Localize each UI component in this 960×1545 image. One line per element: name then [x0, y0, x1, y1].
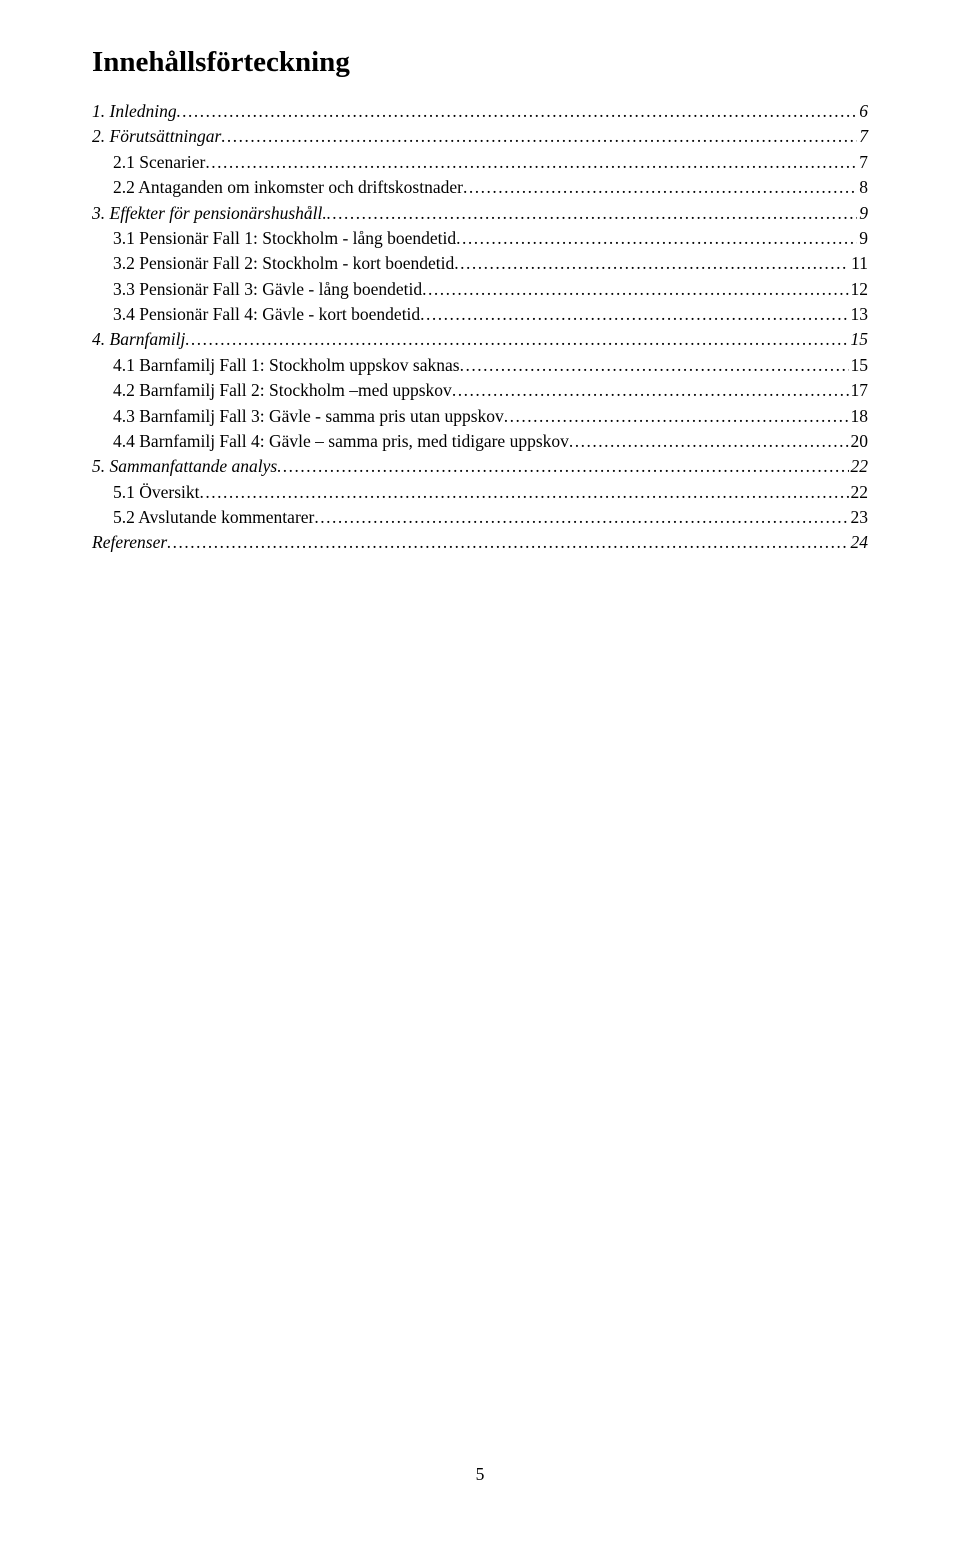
- toc-entry-page: 22: [849, 454, 869, 479]
- toc-entry: 3. Effekter för pensionärshushåll. 9: [92, 201, 868, 226]
- toc-leader-dots: [504, 404, 849, 429]
- toc-entry-page: 20: [849, 429, 869, 454]
- toc-entry-label: 3. Effekter för pensionärshushåll.: [92, 201, 327, 226]
- toc-leader-dots: [454, 251, 849, 276]
- toc-entry-page: 7: [857, 150, 868, 175]
- toc-entry-label: 5. Sammanfattande analys: [92, 454, 277, 479]
- toc-entry: 3.2 Pensionär Fall 2: Stockholm - kort b…: [92, 251, 868, 276]
- toc-leader-dots: [185, 327, 848, 352]
- toc-entry-label: 4.4 Barnfamilj Fall 4: Gävle – samma pri…: [113, 429, 569, 454]
- toc-entry-page: 17: [849, 378, 869, 403]
- toc-entry-page: 13: [849, 302, 869, 327]
- toc-leader-dots: [277, 454, 848, 479]
- toc-entry-label: 4.2 Barnfamilj Fall 2: Stockholm –med up…: [113, 378, 452, 403]
- toc-entry-label: 3.3 Pensionär Fall 3: Gävle - lång boend…: [113, 277, 422, 302]
- toc-entry: 4.1 Barnfamilj Fall 1: Stockholm uppskov…: [92, 353, 868, 378]
- toc-entry: 3.1 Pensionär Fall 1: Stockholm - lång b…: [92, 226, 868, 251]
- toc-entry-label: 5.2 Avslutande kommentarer: [113, 505, 314, 530]
- toc-leader-dots: [463, 175, 857, 200]
- toc-entry: Referenser 24: [92, 530, 868, 555]
- toc-entry: 5.1 Översikt 22: [92, 480, 868, 505]
- toc-entry-label: 2. Förutsättningar: [92, 124, 221, 149]
- toc-leader-dots: [167, 530, 848, 555]
- toc-leader-dots: [327, 201, 857, 226]
- toc-entry-page: 15: [849, 327, 869, 352]
- toc-entry-label: Referenser: [92, 530, 167, 555]
- toc-entry-page: 6: [857, 99, 868, 124]
- toc-entry-page: 18: [849, 404, 869, 429]
- toc-entry: 5. Sammanfattande analys 22: [92, 454, 868, 479]
- toc-entry: 5.2 Avslutande kommentarer 23: [92, 505, 868, 530]
- toc-entry: 4.2 Barnfamilj Fall 2: Stockholm –med up…: [92, 378, 868, 403]
- toc-entry-label: 5.1 Översikt: [113, 480, 200, 505]
- toc-entry-page: 22: [849, 480, 869, 505]
- toc-entry: 4.3 Barnfamilj Fall 3: Gävle - samma pri…: [92, 404, 868, 429]
- toc-entry-label: 4. Barnfamilj: [92, 327, 185, 352]
- toc-entry-page: 23: [849, 505, 869, 530]
- toc-entry-page: 11: [849, 251, 868, 276]
- toc-leader-dots: [420, 302, 848, 327]
- toc-entry-label: 4.1 Barnfamilj Fall 1: Stockholm uppskov…: [113, 353, 460, 378]
- toc-leader-dots: [177, 99, 858, 124]
- toc-entry-label: 2.1 Scenarier: [113, 150, 205, 175]
- toc-leader-dots: [422, 277, 848, 302]
- toc-leader-dots: [205, 150, 857, 175]
- toc-entry-page: 7: [857, 124, 868, 149]
- toc-leader-dots: [314, 505, 848, 530]
- document-page: Innehållsförteckning 1. Inledning62. För…: [0, 0, 960, 1545]
- toc-leader-dots: [569, 429, 849, 454]
- toc-leader-dots: [200, 480, 849, 505]
- toc-entry: 2.2 Antaganden om inkomster och driftsko…: [92, 175, 868, 200]
- toc-entry: 3.3 Pensionär Fall 3: Gävle - lång boend…: [92, 277, 868, 302]
- toc-entry: 2. Förutsättningar 7: [92, 124, 868, 149]
- page-number: 5: [92, 1464, 868, 1485]
- toc-title: Innehållsförteckning: [92, 46, 868, 79]
- toc-entry: 4.4 Barnfamilj Fall 4: Gävle – samma pri…: [92, 429, 868, 454]
- toc-entry: 1. Inledning 6: [92, 99, 868, 124]
- toc-leader-dots: [452, 378, 849, 403]
- toc-entry-page: 15: [849, 353, 869, 378]
- toc-entry-page: 9: [857, 201, 868, 226]
- toc-entry: 4. Barnfamilj 15: [92, 327, 868, 352]
- toc-entry-label: 4.3 Barnfamilj Fall 3: Gävle - samma pri…: [113, 404, 504, 429]
- toc-list: 1. Inledning62. Förutsättningar72.1 Scen…: [92, 99, 868, 556]
- toc-entry-label: 2.2 Antaganden om inkomster och driftsko…: [113, 175, 463, 200]
- toc-entry-page: 12: [849, 277, 869, 302]
- toc-entry-page: 8: [857, 175, 868, 200]
- toc-entry: 2.1 Scenarier 7: [92, 150, 868, 175]
- toc-leader-dots: [221, 124, 857, 149]
- toc-entry: 3.4 Pensionär Fall 4: Gävle - kort boend…: [92, 302, 868, 327]
- toc-entry-label: 1. Inledning: [92, 99, 177, 124]
- toc-leader-dots: [456, 226, 857, 251]
- toc-entry-page: 24: [849, 530, 869, 555]
- toc-entry-label: 3.1 Pensionär Fall 1: Stockholm - lång b…: [113, 226, 456, 251]
- toc-entry-label: 3.4 Pensionär Fall 4: Gävle - kort boend…: [113, 302, 420, 327]
- toc-entry-label: 3.2 Pensionär Fall 2: Stockholm - kort b…: [113, 251, 454, 276]
- toc-entry-page: 9: [857, 226, 868, 251]
- toc-leader-dots: [460, 353, 849, 378]
